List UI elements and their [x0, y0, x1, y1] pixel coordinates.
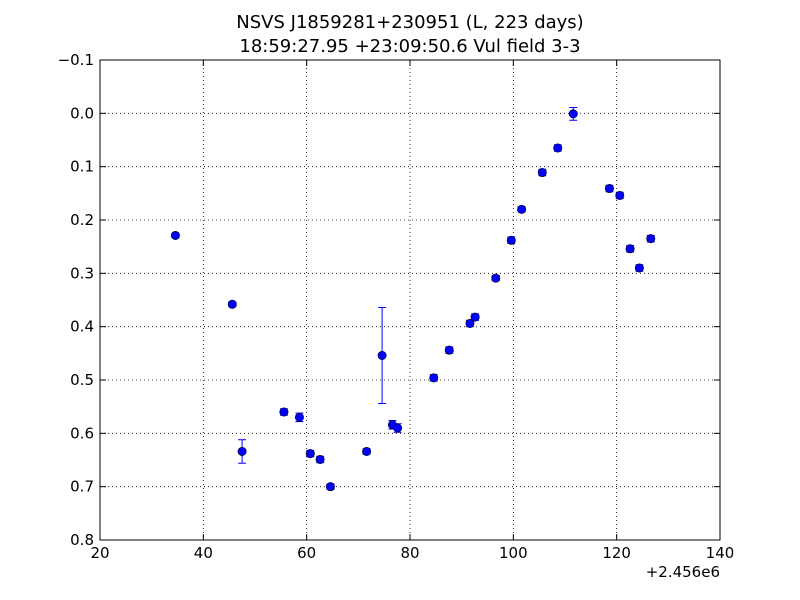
data-point [470, 312, 480, 322]
data-marker [625, 244, 635, 254]
data-point [615, 190, 625, 200]
data-point [377, 306, 387, 404]
chart-subtitle-line: 18:59:27.95 +23:09:50.6 Vul field 3-3 [239, 36, 580, 57]
chart-title: NSVS J1859281+230951 (L, 223 days) 18:59… [236, 12, 583, 57]
data-marker [537, 168, 547, 178]
data-marker [491, 273, 501, 283]
data-marker [646, 234, 656, 244]
data-point [537, 168, 547, 178]
data-marker [227, 299, 237, 309]
y-tick-label: 0.6 [70, 424, 94, 442]
data-marker [377, 350, 387, 360]
data-marker [470, 312, 480, 322]
data-point [444, 345, 454, 355]
y-tick-label: 0.5 [70, 371, 94, 389]
data-point [227, 299, 237, 309]
data-marker [506, 235, 516, 245]
x-tick-label: 40 [194, 544, 213, 562]
data-marker [465, 318, 475, 328]
data-point [568, 106, 578, 121]
x-tick-label: 100 [499, 544, 528, 562]
plot-frame [99, 59, 721, 541]
data-point [506, 235, 516, 245]
y-tick-label: 0.7 [70, 478, 94, 496]
data-marker [634, 263, 644, 273]
data-point [305, 449, 315, 459]
data-point [237, 439, 247, 464]
data-point [429, 373, 439, 383]
data-marker [444, 345, 454, 355]
data-point [517, 204, 527, 214]
data-point [325, 482, 335, 492]
chart-title-line: NSVS J1859281+230951 (L, 223 days) [236, 12, 583, 33]
data-point [294, 412, 304, 423]
data-point [315, 454, 325, 464]
y-tick-label: 0.8 [70, 531, 94, 549]
data-marker [568, 109, 578, 119]
data-marker [279, 407, 289, 417]
y-tick-label: 0.1 [70, 158, 94, 176]
y-tick-label: −0.1 [58, 51, 94, 69]
data-marker [294, 412, 304, 422]
y-tick-label: 0.4 [70, 318, 94, 336]
data-marker [315, 454, 325, 464]
data-point [465, 318, 475, 328]
data-point [393, 423, 403, 433]
data-marker [429, 373, 439, 383]
x-offset-label: +2.456e6 [646, 563, 720, 581]
data-point [634, 263, 644, 273]
x-tick-label: 60 [297, 544, 316, 562]
grid-lines [100, 60, 720, 540]
y-tick-label: 0.0 [70, 104, 94, 122]
x-tick-label: 120 [602, 544, 631, 562]
data-marker [393, 423, 403, 433]
data-marker [362, 446, 372, 456]
x-tick-label: 80 [400, 544, 419, 562]
data-series [170, 106, 656, 492]
data-point [625, 244, 635, 254]
data-point [279, 407, 289, 417]
data-marker [604, 184, 614, 194]
x-tick-label: 140 [706, 544, 735, 562]
data-point [362, 446, 372, 456]
data-point [553, 143, 563, 153]
data-point [170, 230, 180, 240]
data-point [604, 184, 614, 194]
data-marker [517, 204, 527, 214]
data-marker [170, 230, 180, 240]
x-tick-label: 20 [90, 544, 109, 562]
data-point [646, 234, 656, 244]
data-marker [237, 446, 247, 456]
y-tick-label: 0.3 [70, 264, 94, 282]
data-marker [325, 482, 335, 492]
y-tick-label: 0.2 [70, 211, 94, 229]
tick-labels: 20 40 60 80 100 120 140 −0.1 0.0 0.1 0.2 0.3 0.4 0.5 0… [58, 51, 735, 562]
data-point [491, 273, 501, 283]
data-marker [553, 143, 563, 153]
data-marker [305, 449, 315, 459]
data-marker [615, 190, 625, 200]
